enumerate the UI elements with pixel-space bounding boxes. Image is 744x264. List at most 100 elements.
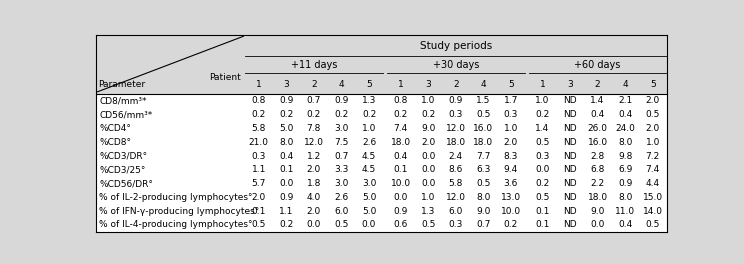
Text: 0.7: 0.7: [476, 220, 490, 229]
Text: 0.3: 0.3: [251, 152, 266, 161]
Text: 9.4: 9.4: [504, 165, 518, 174]
Text: 1.0: 1.0: [421, 193, 435, 202]
Text: ND: ND: [563, 138, 577, 147]
Text: 1.7: 1.7: [504, 96, 518, 105]
Text: 5: 5: [508, 79, 514, 88]
Text: ND: ND: [563, 179, 577, 188]
Text: 0.1: 0.1: [535, 220, 550, 229]
Text: 2.0: 2.0: [646, 124, 660, 133]
Text: 0.3: 0.3: [535, 152, 550, 161]
Text: 0.9: 0.9: [334, 96, 349, 105]
Text: ND: ND: [563, 220, 577, 229]
Text: 14.0: 14.0: [643, 207, 663, 216]
Text: 2.0: 2.0: [307, 165, 321, 174]
Text: 2.0: 2.0: [421, 138, 435, 147]
Text: 18.0: 18.0: [588, 193, 608, 202]
Text: 0.9: 0.9: [279, 193, 293, 202]
Text: 0.2: 0.2: [394, 110, 408, 119]
Text: Parameter: Parameter: [98, 81, 146, 89]
Text: 0.0: 0.0: [307, 220, 321, 229]
Text: +11 days: +11 days: [291, 60, 337, 70]
Text: 7.4: 7.4: [646, 165, 660, 174]
Text: +30 days: +30 days: [432, 60, 479, 70]
Text: 0.2: 0.2: [535, 110, 550, 119]
Text: 0.5: 0.5: [251, 220, 266, 229]
Text: 0.1: 0.1: [251, 207, 266, 216]
Text: 0.1: 0.1: [535, 207, 550, 216]
Text: 0.5: 0.5: [535, 138, 550, 147]
Text: 0.2: 0.2: [251, 110, 266, 119]
Text: 1.0: 1.0: [421, 96, 435, 105]
Text: 0.0: 0.0: [394, 193, 408, 202]
Text: 5.8: 5.8: [449, 179, 463, 188]
Text: 0.0: 0.0: [421, 179, 435, 188]
Text: 0.4: 0.4: [279, 152, 293, 161]
Text: 21.0: 21.0: [248, 138, 269, 147]
Text: 5.0: 5.0: [362, 193, 376, 202]
Text: 12.0: 12.0: [446, 124, 466, 133]
Text: 7.2: 7.2: [646, 152, 660, 161]
Text: 0.7: 0.7: [334, 152, 349, 161]
Text: 0.5: 0.5: [646, 220, 660, 229]
Text: 7.8: 7.8: [307, 124, 321, 133]
Text: 0.4: 0.4: [394, 152, 408, 161]
Text: 0.5: 0.5: [476, 179, 490, 188]
Text: 1.0: 1.0: [535, 96, 550, 105]
Text: 5.8: 5.8: [251, 124, 266, 133]
Text: 4.4: 4.4: [646, 179, 660, 188]
Text: 0.0: 0.0: [421, 165, 435, 174]
Text: 1.0: 1.0: [646, 138, 660, 147]
Text: ND: ND: [563, 96, 577, 105]
Text: 0.0: 0.0: [362, 220, 376, 229]
Text: % of IL-4-producing lymphocytes°: % of IL-4-producing lymphocytes°: [99, 220, 253, 229]
Text: 3: 3: [426, 79, 431, 88]
Text: 4: 4: [339, 79, 344, 88]
Text: 0.9: 0.9: [394, 207, 408, 216]
Text: ND: ND: [563, 124, 577, 133]
Text: 1.0: 1.0: [362, 124, 376, 133]
Text: 0.0: 0.0: [279, 179, 293, 188]
Text: 4: 4: [622, 79, 628, 88]
Text: 16.0: 16.0: [588, 138, 608, 147]
Text: 1.3: 1.3: [362, 96, 376, 105]
Text: 4.5: 4.5: [362, 152, 376, 161]
Text: 3.0: 3.0: [334, 124, 349, 133]
Text: 24.0: 24.0: [615, 124, 635, 133]
Text: 7.4: 7.4: [394, 124, 408, 133]
Text: ND: ND: [563, 110, 577, 119]
Text: ND: ND: [563, 152, 577, 161]
Text: 26.0: 26.0: [588, 124, 608, 133]
Text: 3.3: 3.3: [334, 165, 349, 174]
Text: 2.0: 2.0: [251, 193, 266, 202]
Text: 0.3: 0.3: [449, 110, 463, 119]
Text: 0.4: 0.4: [618, 220, 632, 229]
Text: 9.8: 9.8: [618, 152, 632, 161]
Text: 18.0: 18.0: [473, 138, 493, 147]
Text: 0.2: 0.2: [504, 220, 518, 229]
Text: 2.0: 2.0: [307, 207, 321, 216]
Text: 4: 4: [481, 79, 486, 88]
Text: 2: 2: [311, 79, 317, 88]
Text: CD56/mm³*: CD56/mm³*: [99, 110, 153, 119]
Text: 10.0: 10.0: [501, 207, 521, 216]
Text: 0.5: 0.5: [421, 220, 435, 229]
Text: 1.1: 1.1: [279, 207, 293, 216]
Text: % of IL-2-producing lymphocytes°: % of IL-2-producing lymphocytes°: [99, 193, 253, 202]
Text: 2.0: 2.0: [504, 138, 518, 147]
Bar: [96, 94, 667, 232]
Text: 0.2: 0.2: [307, 110, 321, 119]
Text: 2.4: 2.4: [449, 152, 463, 161]
Text: 12.0: 12.0: [446, 193, 466, 202]
Text: 2.1: 2.1: [618, 96, 632, 105]
Text: 2.2: 2.2: [591, 179, 605, 188]
Text: 8.6: 8.6: [449, 165, 463, 174]
Text: 0.2: 0.2: [421, 110, 435, 119]
Text: 1.5: 1.5: [476, 96, 490, 105]
Text: 11.0: 11.0: [615, 207, 635, 216]
Text: 1.3: 1.3: [421, 207, 435, 216]
Text: 1: 1: [539, 79, 545, 88]
Text: 0.2: 0.2: [535, 179, 550, 188]
Text: %CD4°: %CD4°: [99, 124, 131, 133]
Text: 7.7: 7.7: [476, 152, 490, 161]
Text: 0.0: 0.0: [535, 165, 550, 174]
